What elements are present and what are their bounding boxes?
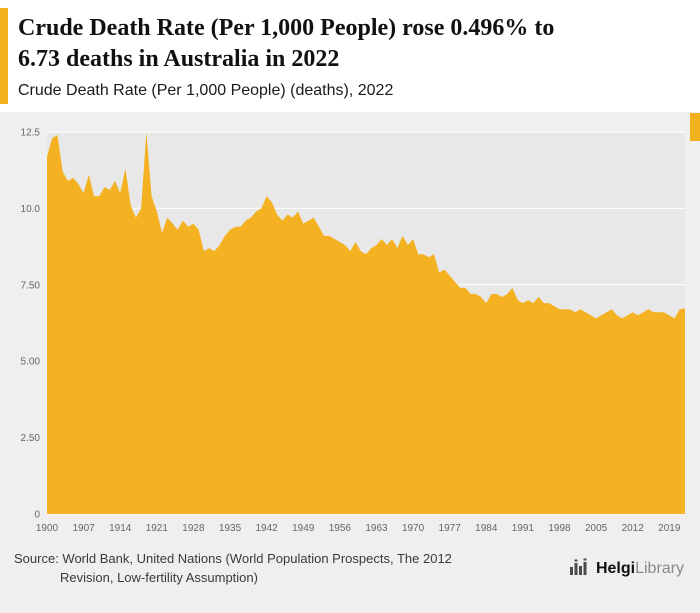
death-rate-area-chart: 0 2.50 5.00 7.50 10.0 12.5 1900 1907 1914 1921 192… xyxy=(21,128,685,534)
svg-text:5.00: 5.00 xyxy=(21,357,41,368)
svg-text:1970: 1970 xyxy=(402,523,425,534)
footer: Source: World Bank, United Nations (Worl… xyxy=(0,540,700,588)
page-title-line2: 6.73 deaths in Australia in 2022 xyxy=(18,45,340,72)
page-title-line1: Crude Death Rate (Per 1,000 People) rose… xyxy=(18,15,555,41)
helgilibrary-logo-icon xyxy=(569,557,591,582)
chart-subtitle: Crude Death Rate (Per 1,000 People) (dea… xyxy=(18,82,394,100)
page-title: Crude Death Rate (Per 1,000 People) rose… xyxy=(18,13,680,74)
svg-text:1935: 1935 xyxy=(219,523,242,534)
source-line1: Source: World Bank, United Nations (Worl… xyxy=(14,551,452,567)
svg-text:2019: 2019 xyxy=(658,523,681,534)
svg-text:0: 0 xyxy=(34,510,40,521)
svg-text:1977: 1977 xyxy=(439,523,462,534)
svg-text:1949: 1949 xyxy=(292,523,315,534)
svg-text:2.50: 2.50 xyxy=(21,434,41,445)
helgilibrary-logo-text: HelgiLibrary xyxy=(596,560,684,578)
svg-text:1984: 1984 xyxy=(475,523,498,534)
logo-text-library: Library xyxy=(635,560,684,578)
logo-text-helgi: Helgi xyxy=(595,560,636,578)
svg-text:2005: 2005 xyxy=(585,523,608,534)
svg-text:7.50: 7.50 xyxy=(21,281,41,292)
right-accent-tab xyxy=(690,113,700,141)
svg-text:1928: 1928 xyxy=(182,523,205,534)
chart-area: 0 2.50 5.00 7.50 10.0 12.5 1900 1907 1914 1921 192… xyxy=(0,124,700,540)
source-line2: Revision, Low-fertility Assumption) xyxy=(60,570,258,586)
svg-text:1963: 1963 xyxy=(365,523,388,534)
svg-text:1998: 1998 xyxy=(548,523,571,534)
helgilibrary-logo: HelgiLibrary xyxy=(569,557,684,582)
svg-text:10.0: 10.0 xyxy=(21,204,41,215)
source-attribution: Source: World Bank, United Nations (Worl… xyxy=(14,550,452,588)
chart-header: Crude Death Rate (Per 1,000 People) rose… xyxy=(0,0,700,113)
svg-text:1921: 1921 xyxy=(146,523,169,534)
svg-text:1914: 1914 xyxy=(109,523,132,534)
svg-text:2012: 2012 xyxy=(622,523,645,534)
svg-text:1900: 1900 xyxy=(36,523,59,534)
svg-text:1991: 1991 xyxy=(512,523,535,534)
left-accent-stripe xyxy=(0,8,8,104)
svg-text:1956: 1956 xyxy=(329,523,352,534)
svg-text:1942: 1942 xyxy=(256,523,279,534)
svg-text:1907: 1907 xyxy=(72,523,95,534)
svg-text:12.5: 12.5 xyxy=(21,128,41,139)
